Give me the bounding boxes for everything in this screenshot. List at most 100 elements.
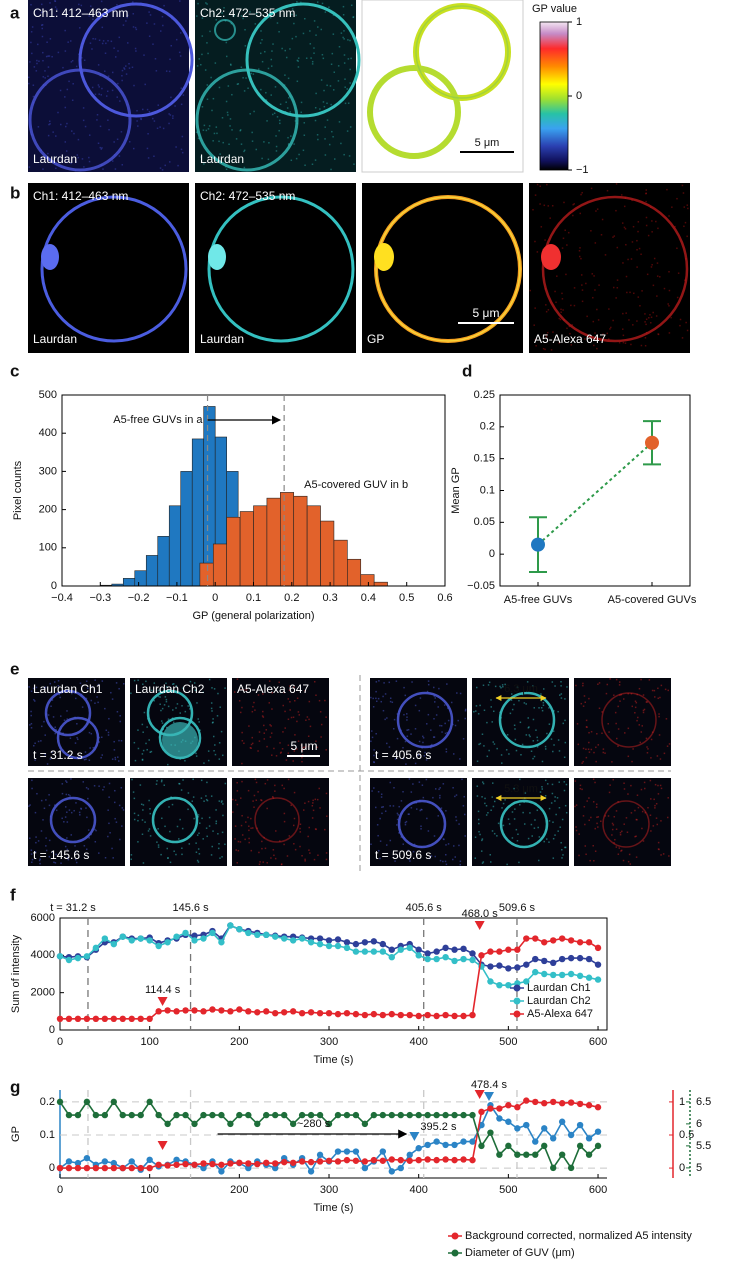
noise-speck — [483, 709, 486, 712]
noise-speck — [375, 697, 377, 700]
noise-speck — [91, 48, 93, 50]
data-point — [388, 1168, 395, 1175]
noise-speck — [254, 23, 257, 25]
noise-speck — [377, 697, 380, 700]
data-point — [289, 1120, 297, 1128]
noise-speck — [458, 823, 460, 825]
noise-speck — [215, 19, 218, 21]
noise-speck — [518, 699, 520, 702]
noise-speck — [623, 205, 626, 208]
membrane-ring — [28, 68, 132, 172]
noise-speck — [236, 862, 239, 864]
data-point — [451, 946, 458, 953]
series-label: A5-covered GUV in b — [304, 479, 408, 491]
noise-speck — [35, 686, 38, 689]
noise-speck — [273, 854, 275, 857]
noise-speck — [225, 168, 228, 171]
noise-speck — [66, 837, 68, 839]
noise-speck — [422, 741, 424, 744]
data-point — [110, 1015, 118, 1022]
noise-speck — [502, 824, 505, 827]
noise-speck — [114, 756, 116, 759]
noise-speck — [94, 840, 97, 843]
noise-speck — [268, 142, 270, 144]
noise-speck — [28, 805, 30, 807]
noise-speck — [625, 312, 627, 314]
noise-speck — [636, 248, 638, 251]
noise-speck — [564, 804, 567, 807]
noise-speck — [175, 707, 177, 709]
noise-speck — [326, 102, 328, 105]
noise-speck — [147, 157, 150, 159]
noise-speck — [514, 738, 517, 741]
noise-speck — [552, 857, 555, 859]
noise-speck — [343, 54, 346, 56]
noise-speck — [217, 847, 220, 850]
data-point — [388, 1156, 395, 1163]
noise-speck — [637, 296, 640, 298]
noise-speck — [536, 183, 539, 186]
noise-speck — [476, 760, 479, 763]
data-point — [218, 1161, 225, 1168]
noise-speck — [99, 125, 102, 128]
noise-speck — [579, 787, 582, 790]
noise-speck — [658, 734, 661, 736]
noise-speck — [611, 828, 614, 831]
noise-speck — [662, 853, 665, 855]
noise-speck — [380, 700, 383, 703]
data-point — [505, 982, 512, 989]
noise-speck — [294, 734, 296, 736]
noise-speck — [414, 762, 417, 765]
noise-speck — [544, 348, 546, 351]
data-point — [101, 1111, 109, 1119]
noise-speck — [580, 702, 583, 705]
data-point — [532, 968, 539, 976]
noise-speck — [316, 746, 318, 749]
noise-speck — [65, 806, 67, 808]
data-point — [567, 1164, 575, 1172]
noise-speck — [464, 835, 466, 837]
data-point — [65, 1158, 73, 1165]
noise-speck — [313, 47, 315, 49]
noise-speck — [659, 758, 662, 760]
noise-speck — [547, 205, 550, 207]
noise-speck — [119, 720, 121, 723]
noise-speck — [255, 148, 258, 151]
noise-speck — [622, 859, 625, 862]
image — [195, 183, 356, 353]
noise-speck — [347, 102, 350, 104]
x-tick-label: 0.4 — [361, 592, 376, 604]
data-point — [307, 939, 315, 946]
noise-speck — [497, 822, 500, 825]
noise-speck — [559, 826, 561, 828]
noise-speck — [107, 734, 110, 736]
noise-speck — [388, 746, 391, 748]
noise-speck — [340, 142, 342, 145]
noise-speck — [85, 680, 88, 682]
data-point — [245, 1111, 252, 1119]
panel-letter: a — [10, 3, 20, 22]
noise-speck — [372, 697, 374, 700]
data-point — [146, 937, 153, 944]
noise-speck — [654, 807, 656, 809]
noise-speck — [315, 92, 317, 95]
data-point — [119, 1164, 126, 1172]
noise-speck — [64, 50, 67, 52]
noise-speck — [636, 794, 639, 796]
noise-speck — [70, 61, 73, 63]
noise-speck — [445, 844, 447, 846]
data-point — [280, 1158, 288, 1166]
noise-speck — [48, 55, 51, 57]
noise-speck — [60, 123, 62, 126]
noise-speck — [536, 746, 539, 748]
image-label: t = 145.6 s — [33, 848, 89, 862]
noise-speck — [478, 743, 480, 746]
noise-speck — [337, 65, 340, 67]
noise-speck — [41, 35, 44, 38]
noise-speck — [195, 752, 197, 755]
noise-speck — [389, 700, 392, 703]
noise-speck — [218, 140, 220, 143]
noise-speck — [664, 688, 667, 691]
colorbar-tick-label: 0 — [576, 90, 582, 102]
histogram-bar — [320, 520, 335, 587]
